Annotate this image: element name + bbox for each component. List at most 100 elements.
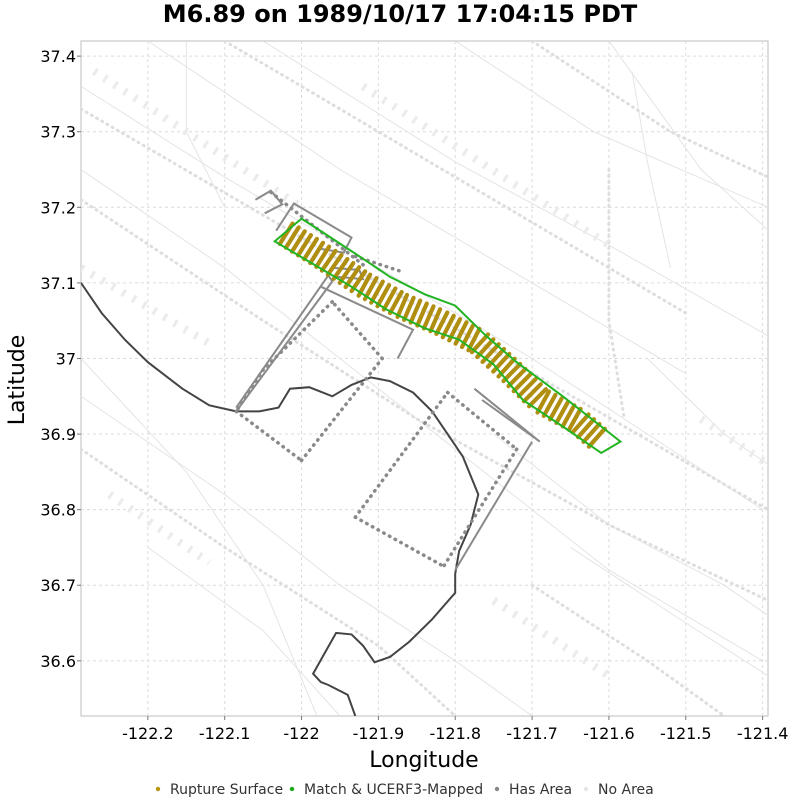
x-tick-label: -122.1 (199, 724, 251, 743)
y-tick-label: 37.3 (40, 123, 76, 142)
rupture-surface-mark (485, 346, 507, 369)
x-tick-label: -121.5 (660, 724, 712, 743)
legend-marker (583, 786, 589, 792)
rupture-surface-mark (526, 387, 549, 409)
legend-marker (289, 786, 295, 792)
no-area-fault-trace (81, 169, 763, 662)
no-area-fault-trace (262, 41, 768, 337)
rupture-surface-mark (554, 399, 571, 425)
plot-area (80, 40, 769, 717)
has-area-surface (234, 409, 304, 463)
legend-label: Rupture Surface (170, 782, 283, 798)
rupture-surface-mark (369, 279, 385, 305)
rupture-surface-mark (337, 261, 356, 285)
x-axis-ticks: -122.2 -122.1 -122 -121.9 -121.8 -121.7 -121.6… (122, 716, 788, 743)
rupture-surface-mark (547, 396, 564, 422)
legend-label: Match & UCERF3-Mapped (304, 782, 483, 798)
has-area-outline (454, 441, 533, 571)
rupture-surface-mark (570, 412, 591, 435)
chart-title: M6.89 on 1989/10/17 17:04:15 PDT (163, 0, 638, 28)
no-area-fault-surface (81, 264, 212, 347)
rupture-surface-mark (421, 304, 436, 331)
no-area-fault-trace (647, 358, 768, 465)
legend-marker (155, 786, 161, 792)
rupture-surface-mark (408, 298, 423, 325)
no-area-fault-surface (81, 107, 768, 512)
no-area-fault-trace (81, 358, 318, 716)
rupture-surface-mark (319, 248, 338, 273)
x-tick-label: -121.9 (353, 724, 405, 743)
legend: Rupture Surface Match & UCERF3-Mapped Has … (155, 782, 654, 798)
has-area-surface (353, 515, 446, 569)
rupture-surface-mark (375, 283, 392, 309)
rupture-surface-mark (521, 382, 543, 404)
has-area-surface (299, 356, 384, 463)
rupture-surface-mark (415, 301, 429, 328)
y-tick-label: 36.7 (40, 576, 76, 595)
no-area-fault-trace (454, 41, 768, 208)
no-area-fault-surface (81, 447, 457, 716)
rupture-surface-mark (511, 372, 533, 394)
no-area-fault-trace (570, 546, 768, 677)
rupture-surface-mark (296, 233, 313, 258)
no-area-fault-surface (607, 168, 626, 421)
rupture-surface-mark (575, 417, 597, 440)
y-tick-label: 36.9 (40, 425, 76, 444)
rupture-surface-mark (308, 240, 326, 266)
no-area-fault-surface (360, 83, 612, 249)
x-tick-label: -121.8 (429, 724, 481, 743)
rupture-surface-mark (535, 389, 552, 415)
rupture-surface-mark (395, 292, 410, 319)
has-area-outline (473, 387, 541, 443)
no-area-fault-trace (81, 85, 763, 511)
x-tick-label: -121.4 (737, 724, 789, 743)
has-area-faults (234, 189, 541, 571)
rupture-surface-mark (388, 289, 404, 316)
rupture-surface-mark (325, 252, 344, 277)
rupture-surface-mark (453, 320, 469, 346)
legend-label: No Area (598, 782, 654, 798)
y-tick-label: 37.1 (40, 274, 76, 293)
no-area-fault-surface (530, 583, 726, 716)
x-tick-label: -121.7 (506, 724, 558, 743)
y-axis-ticks: 37.4 37.3 37.2 37.1 37 36.9 36.8 36.7 36.6 (40, 47, 81, 671)
legend-label: Has Area (509, 782, 572, 798)
y-tick-label: 37.2 (40, 198, 76, 217)
rupture-surface-mark (566, 406, 583, 432)
rupture-surface-mark (586, 426, 607, 449)
x-axis-label: Longitude (369, 748, 478, 773)
no-area-fault-surface (107, 491, 212, 566)
rupture-surface-mark (541, 392, 558, 418)
rupture-surface-mark (469, 332, 491, 355)
y-tick-label: 36.6 (40, 652, 76, 671)
rupture-surface-mark (302, 236, 319, 262)
match-ucerf3-outline (272, 217, 623, 455)
no-area-fault-trace (631, 71, 671, 268)
has-area-surface (269, 190, 369, 270)
y-tick-label: 37.4 (40, 47, 76, 66)
rupture-surface-mark (440, 313, 456, 340)
no-area-fault-surface (530, 41, 768, 179)
rupture-surface-mark (331, 257, 350, 281)
has-area-surface (234, 368, 265, 414)
rupture-surface-mark (283, 225, 301, 250)
rupture-surface-mark (434, 310, 450, 336)
no-area-fault-trace (493, 433, 768, 616)
rupture-surface-mark (289, 229, 307, 254)
rupture-surface-mark (581, 421, 602, 444)
no-area-fault-surface (91, 67, 304, 211)
rupture-surface-mark (314, 244, 332, 269)
x-tick-label: -122.2 (122, 724, 174, 743)
rupture-surface-mark (381, 286, 398, 312)
rupture-surface-mark (560, 403, 577, 429)
no-area-fault-trace (147, 41, 687, 375)
has-area-outline (235, 273, 334, 412)
has-area-surface (330, 300, 384, 361)
no-area-fault-trace (147, 546, 341, 716)
no-area-fault-trace (608, 41, 768, 231)
rupture-surface-mark (516, 377, 538, 399)
rupture-surface-mark (428, 307, 443, 334)
rupture-surface-mark (506, 366, 528, 389)
legend-marker (494, 786, 500, 792)
